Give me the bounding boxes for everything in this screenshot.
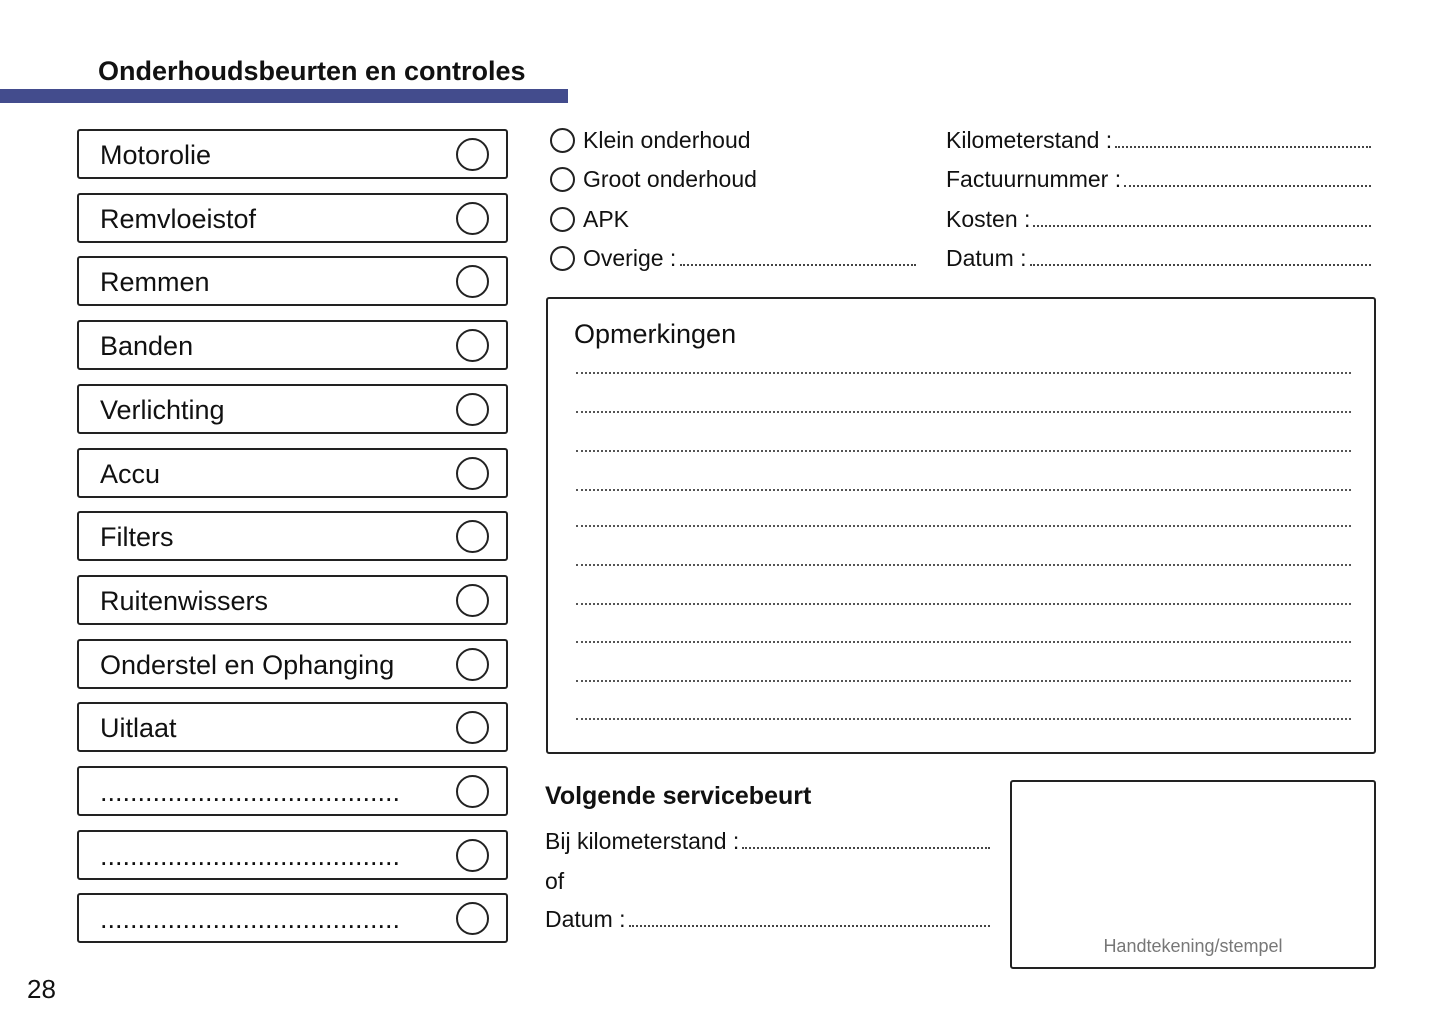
notes-box[interactable]: Opmerkingen xyxy=(546,297,1376,754)
page-title: Onderhoudsbeurten en controles xyxy=(98,56,526,86)
service-field[interactable]: Datum : xyxy=(946,245,1371,272)
checklist-label: Remvloeistof xyxy=(100,203,257,234)
notes-line xyxy=(576,564,1351,566)
checklist-label: Motorolie xyxy=(100,140,212,170)
radio-circle[interactable] xyxy=(550,167,575,193)
checkbox-circle[interactable] xyxy=(456,583,489,617)
checklist-label: Remmen xyxy=(100,267,210,298)
notes-line xyxy=(576,680,1351,682)
next-km-field[interactable]: Bij kilometerstand : xyxy=(545,828,990,855)
radio-circle[interactable] xyxy=(550,128,575,153)
notes-line xyxy=(576,411,1351,413)
service-type-label: APK xyxy=(583,205,630,232)
checkbox-circle[interactable] xyxy=(456,647,489,681)
checklist-label: Onderstel en Ophanging xyxy=(100,649,395,680)
checklist-item: ........................................ xyxy=(77,829,508,880)
notes-line xyxy=(576,718,1351,720)
checklist-label: Filters xyxy=(100,522,174,553)
next-km-label: Bij kilometerstand : xyxy=(545,828,740,854)
page-number: 28 xyxy=(27,974,56,1004)
signature-box[interactable]: Handtekening/stempel xyxy=(1010,780,1376,969)
notes-line xyxy=(576,450,1351,452)
checklist-item: Filters xyxy=(77,511,508,562)
service-type-label: Klein onderhoud xyxy=(583,127,751,153)
checklist-item: Remvloeistof xyxy=(77,192,508,243)
checklist-label: Uitlaat xyxy=(100,713,177,744)
or-label-row: of xyxy=(545,868,990,895)
dotted-line xyxy=(1033,224,1371,227)
field-label: Kosten : xyxy=(946,205,1031,232)
checklist-item: Verlichting xyxy=(77,383,508,434)
checkbox-circle[interactable] xyxy=(456,456,489,490)
title-bar xyxy=(0,89,568,103)
next-service-title: Volgende servicebeurt xyxy=(545,782,812,810)
service-type-label: Groot onderhoud xyxy=(583,166,757,193)
dotted-line xyxy=(1124,185,1371,188)
checklist-item: ........................................ xyxy=(77,766,508,816)
service-field[interactable]: Kosten : xyxy=(946,206,1371,233)
checklist-item: Remmen xyxy=(77,256,508,307)
checklist-item: Onderstel en Ophanging xyxy=(77,638,508,689)
dotted-line xyxy=(628,925,990,927)
checkbox-circle[interactable] xyxy=(456,138,489,171)
checkbox-circle[interactable] xyxy=(456,329,489,363)
service-type-option[interactable]: Overige : xyxy=(550,244,917,272)
notes-line xyxy=(576,489,1351,491)
checkbox-circle[interactable] xyxy=(456,902,489,936)
next-date-field[interactable]: Datum : xyxy=(545,906,990,933)
checklist-item: Motorolie xyxy=(77,129,508,179)
checkbox-circle[interactable] xyxy=(456,711,489,745)
radio-circle[interactable] xyxy=(550,245,575,271)
checklist-item: Banden xyxy=(77,320,508,371)
notes-line xyxy=(576,641,1351,643)
checklist-item: Ruitenwissers xyxy=(77,574,508,625)
or-label: of xyxy=(545,868,565,894)
notes-title: Opmerkingen xyxy=(574,319,737,349)
radio-circle[interactable] xyxy=(550,206,575,232)
notes-line xyxy=(576,525,1351,527)
service-type-label: Overige : xyxy=(583,244,677,271)
checklist-label: Banden xyxy=(100,331,194,362)
checkbox-circle[interactable] xyxy=(456,392,489,426)
dotted-line xyxy=(680,263,917,266)
checklist-label: ........................................ xyxy=(100,904,401,935)
checklist-item: Uitlaat xyxy=(77,702,508,753)
service-field[interactable]: Factuurnummer : xyxy=(946,166,1371,193)
checkbox-circle[interactable] xyxy=(456,520,489,554)
service-type-option[interactable]: Klein onderhoud xyxy=(550,127,751,154)
checklist-label: Accu xyxy=(100,458,161,489)
checkbox-circle[interactable] xyxy=(456,838,489,872)
service-type-option[interactable]: Groot onderhoud xyxy=(550,166,757,193)
field-label: Kilometerstand : xyxy=(946,127,1113,153)
service-field[interactable]: Kilometerstand : xyxy=(946,127,1371,154)
checklist-label: Verlichting xyxy=(100,394,225,425)
dotted-line xyxy=(1029,263,1371,266)
checklist-label: Ruitenwissers xyxy=(100,585,269,616)
checkbox-circle[interactable] xyxy=(456,775,489,808)
notes-line xyxy=(576,603,1351,605)
field-label: Datum : xyxy=(946,244,1027,271)
field-label: Factuurnummer : xyxy=(946,166,1122,193)
checkbox-circle[interactable] xyxy=(456,201,489,235)
checklist-item: ........................................ xyxy=(77,893,508,944)
dotted-line xyxy=(1115,146,1371,148)
checklist-item: Accu xyxy=(77,447,508,498)
signature-label: Handtekening/stempel xyxy=(1103,936,1283,956)
checkbox-circle[interactable] xyxy=(456,265,489,299)
checklist-label: ........................................ xyxy=(100,840,401,871)
service-type-option[interactable]: APK xyxy=(550,206,629,233)
notes-line xyxy=(576,372,1351,374)
next-date-label: Datum : xyxy=(545,906,626,932)
dotted-line xyxy=(742,847,990,849)
checklist-label: ........................................ xyxy=(100,777,401,807)
